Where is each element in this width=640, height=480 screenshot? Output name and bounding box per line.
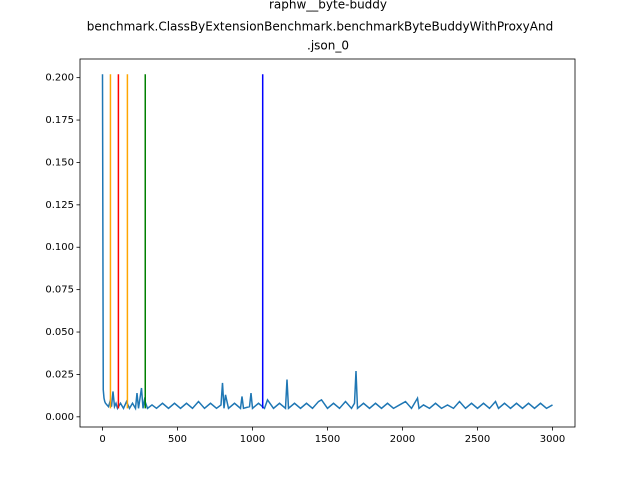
y-tick-label: 0.150 (45, 157, 74, 168)
y-tick-label: 0.075 (45, 285, 74, 296)
x-tick-label: 500 (168, 434, 187, 445)
y-tick-label: 0.125 (45, 200, 74, 211)
x-tick-label: 1500 (315, 434, 340, 445)
chart-title: .json_0 (307, 39, 349, 53)
x-tick-label: 2500 (465, 434, 490, 445)
x-tick-label: 1000 (240, 434, 265, 445)
y-tick-label: 0.100 (45, 242, 74, 253)
x-tick-label: 3000 (540, 434, 565, 445)
data-line (101, 74, 553, 411)
chart-title: benchmark.ClassByExtensionBenchmark.benc… (87, 20, 553, 34)
y-tick-label: 0.175 (45, 115, 74, 126)
y-tick-label: 0.025 (45, 369, 74, 380)
y-tick-label: 0.050 (45, 327, 74, 338)
x-tick-label: 2000 (390, 434, 415, 445)
chart-title: raphw__byte-buddy (269, 0, 387, 12)
y-tick-label: 0.200 (45, 73, 74, 84)
y-tick-label: 0.000 (45, 412, 74, 423)
x-tick-label: 0 (99, 434, 105, 445)
